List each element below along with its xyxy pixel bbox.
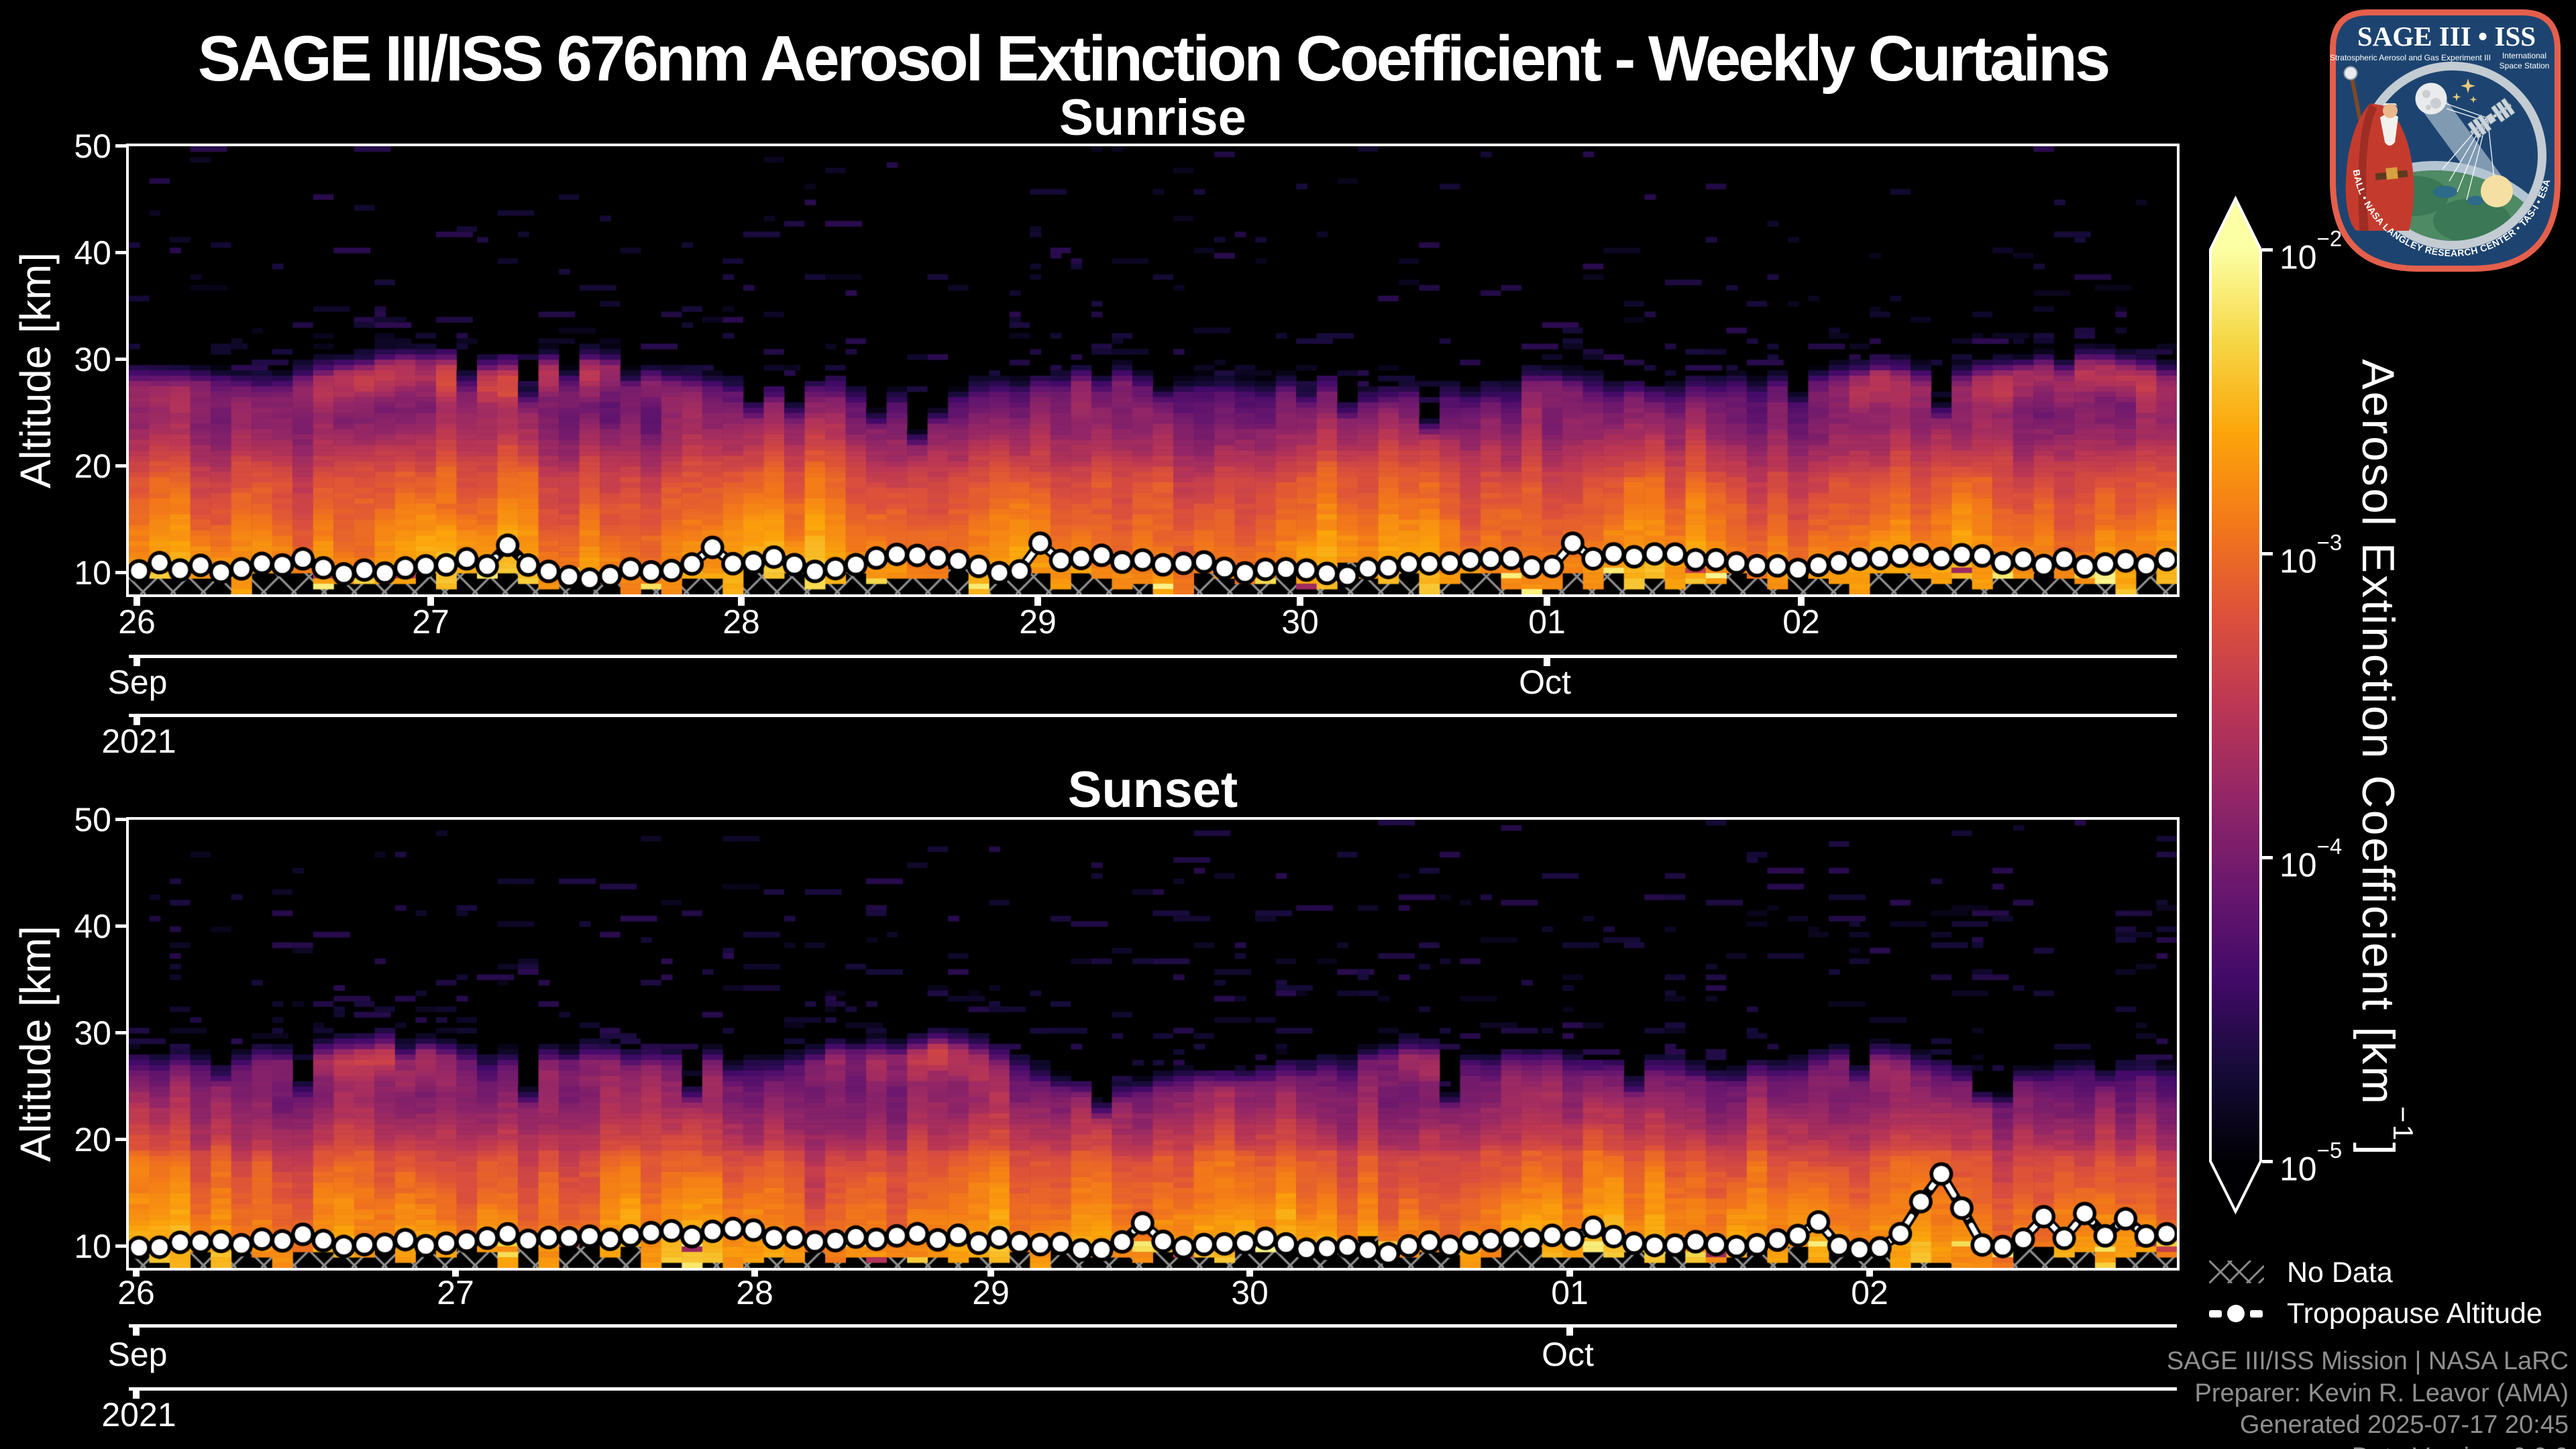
svg-text:Space Station: Space Station (2500, 61, 2550, 70)
svg-text:Stratospheric Aerosol and Gas: Stratospheric Aerosol and Gas Experiment… (2330, 53, 2491, 62)
svg-text:SAGE III • ISS: SAGE III • ISS (2357, 21, 2536, 52)
svg-text:International: International (2502, 51, 2546, 60)
